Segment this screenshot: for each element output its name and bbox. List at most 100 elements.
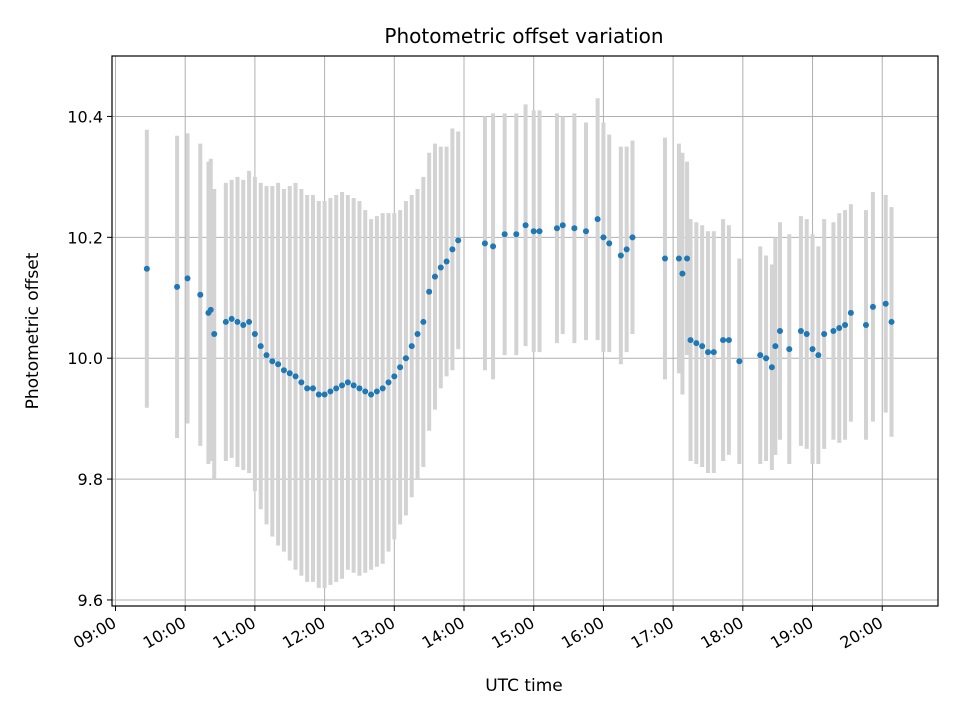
data-point: [443, 258, 450, 265]
data-point: [699, 343, 706, 350]
data-point: [304, 385, 311, 392]
data-point: [582, 228, 589, 235]
data-point: [339, 382, 346, 389]
y-tick-label: 9.6: [78, 591, 103, 610]
data-point: [693, 340, 700, 347]
data-point: [490, 243, 497, 250]
data-point: [315, 391, 322, 398]
data-point: [530, 228, 537, 235]
data-point: [710, 349, 717, 356]
data-point: [687, 337, 694, 344]
data-point: [240, 321, 247, 328]
data-point: [661, 255, 668, 262]
data-point: [830, 328, 837, 334]
data-point: [594, 216, 601, 223]
data-point: [257, 343, 264, 350]
data-point: [286, 370, 293, 377]
data-point: [862, 321, 869, 328]
data-point: [368, 391, 375, 398]
data-point: [600, 234, 607, 241]
data-point: [455, 237, 462, 244]
data-point: [513, 231, 520, 238]
data-point: [379, 385, 386, 392]
data-points: [143, 216, 895, 398]
data-point: [397, 364, 404, 371]
data-point: [426, 288, 433, 295]
data-point: [143, 265, 150, 272]
chart-title: Photometric offset variation: [384, 24, 663, 48]
data-point: [684, 255, 691, 262]
y-tick-label: 10.0: [67, 349, 103, 368]
data-point: [251, 331, 258, 338]
data-point: [629, 234, 636, 241]
data-point: [321, 391, 328, 398]
data-point: [777, 328, 784, 334]
data-point: [327, 388, 334, 395]
data-point: [809, 346, 816, 353]
data-point: [309, 385, 316, 392]
data-point: [803, 331, 810, 338]
y-axis: 9.6 9.8 10.0 10.2 10.4: [67, 107, 112, 610]
data-point: [720, 337, 727, 344]
x-axis-title: UTC time: [485, 676, 563, 696]
data-point: [211, 331, 218, 338]
data-point: [275, 361, 282, 368]
y-tick-label: 9.8: [78, 470, 103, 489]
data-point: [821, 331, 828, 338]
data-point: [234, 318, 241, 325]
data-point: [263, 352, 270, 359]
data-point: [772, 343, 779, 350]
data-point: [623, 246, 630, 253]
data-point: [553, 225, 560, 232]
data-point: [522, 222, 529, 229]
data-point: [269, 358, 276, 365]
data-point: [842, 321, 849, 328]
data-point: [836, 324, 843, 331]
data-point: [356, 385, 363, 392]
data-point: [606, 240, 613, 247]
data-point: [431, 273, 438, 280]
data-point: [174, 283, 181, 290]
data-point: [571, 225, 578, 232]
data-point: [391, 373, 398, 380]
data-point: [481, 240, 488, 247]
data-point: [207, 306, 214, 313]
y-tick-label: 10.4: [67, 107, 103, 126]
data-point: [280, 367, 287, 374]
y-axis-title: Photometric offset: [23, 252, 43, 409]
data-point: [420, 318, 427, 325]
data-point: [797, 328, 804, 334]
data-point: [882, 300, 889, 307]
data-point: [402, 355, 409, 362]
y-tick-label: 10.2: [67, 228, 103, 247]
data-point: [704, 349, 711, 356]
data-point: [679, 270, 686, 277]
data-point: [373, 388, 380, 395]
data-point: [408, 343, 415, 350]
data-point: [763, 355, 770, 362]
data-point: [197, 291, 204, 298]
data-point: [333, 385, 340, 392]
data-point: [414, 331, 421, 338]
data-point: [536, 228, 543, 235]
data-point: [228, 315, 235, 322]
plot-frame: [111, 55, 939, 607]
data-point: [757, 352, 764, 359]
data-point: [385, 379, 392, 386]
data-point: [184, 275, 191, 282]
data-point: [344, 379, 351, 386]
data-point: [617, 252, 624, 259]
data-point: [847, 309, 854, 316]
data-point: [736, 358, 743, 365]
data-point: [292, 373, 299, 380]
data-point: [437, 264, 444, 271]
data-point: [501, 231, 508, 238]
data-point: [888, 318, 895, 325]
data-point: [786, 346, 793, 353]
data-point: [815, 352, 822, 359]
data-point: [222, 318, 229, 325]
data-point: [768, 364, 775, 371]
data-point: [298, 379, 305, 386]
